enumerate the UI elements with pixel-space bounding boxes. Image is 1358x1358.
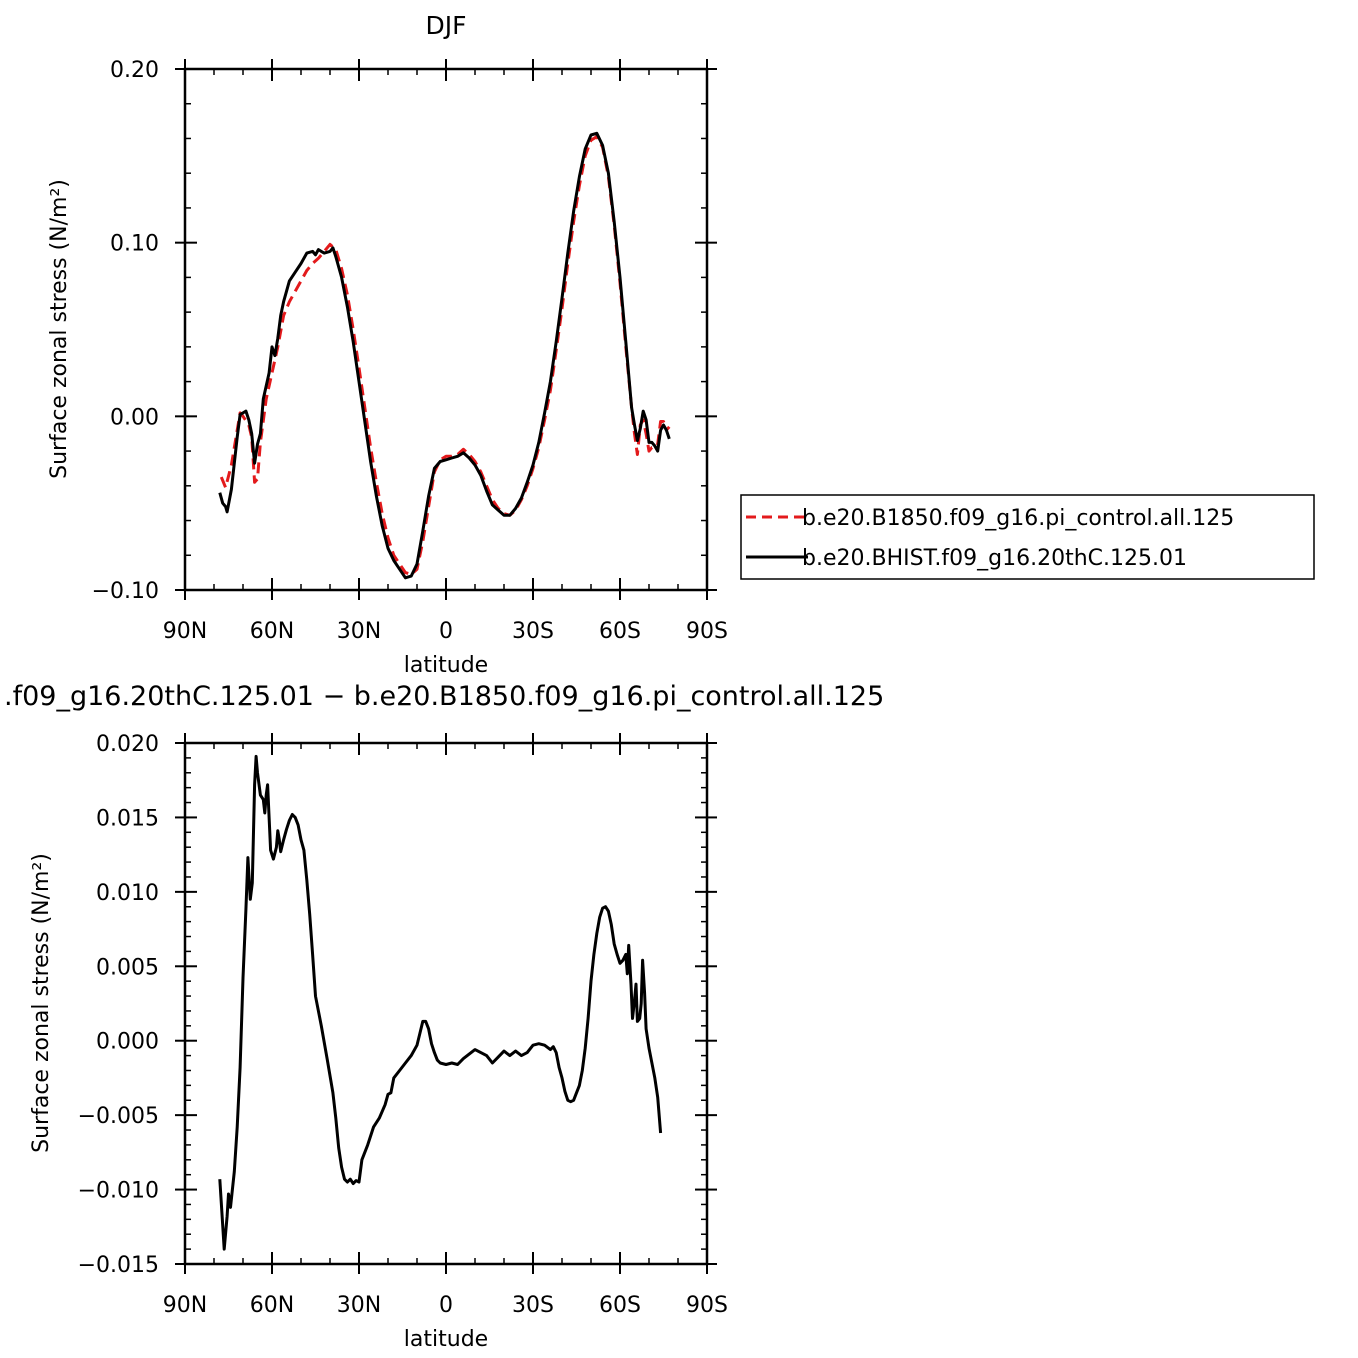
bottom-plot-frame [183,741,709,1266]
bottom-x-axis-label: latitude [404,1327,488,1352]
bottom-series-line-0 [218,754,663,1251]
bottom-panel-title: .f09_g16.20thC.125.01 − b.e20.B1850.f09_… [4,681,884,712]
top-series-line-0 [219,135,671,576]
top-x-tick-label: 0 [439,619,453,644]
bottom-x-tick-labels: 90N 60N 30N 0 30S 60S 90S [163,1293,728,1318]
top-y-tick-label: 0.10 [110,232,159,257]
bottom-x-tick-label: 30N [337,1293,381,1318]
top-y-tick-label: 0.20 [110,58,159,83]
top-x-tick-label: 60N [250,619,294,644]
bottom-y-tick-label: 0.005 [96,955,159,980]
bottom-y-tick-label: 0.020 [96,732,159,757]
bottom-series-group [218,754,663,1251]
bottom-panel: .f09_g16.20thC.125.01 − b.e20.B1850.f09_… [4,681,884,1352]
top-y-tick-label: 0.00 [110,405,159,430]
top-x-tick-label: 60S [599,619,641,644]
top-x-axis-label: latitude [404,653,488,678]
bottom-y-tick-label: −0.005 [78,1104,159,1129]
bottom-y-tick-label: 0.015 [96,806,159,831]
top-y-axis-label: Surface zonal stress (N/m²) [47,179,72,479]
bottom-x-tick-label: 60S [599,1293,641,1318]
bottom-x-tick-label: 30S [512,1293,554,1318]
bottom-x-tick-label: 60N [250,1293,294,1318]
top-panel-title: DJF [425,11,466,40]
legend-label-b1850: b.e20.B1850.f09_g16.pi_control.all.125 [802,506,1234,531]
top-tick-marks [175,59,717,600]
top-x-tick-label: 30S [512,619,554,644]
top-x-tick-label: 90S [686,619,728,644]
bottom-x-tick-label: 90N [163,1293,207,1318]
top-plot-frame [183,67,709,592]
top-series-line-1 [218,131,671,580]
bottom-y-tick-labels: −0.015 −0.010 −0.005 0.000 0.005 0.010 0.015 0.… [78,732,159,1278]
bottom-x-tick-label: 90S [686,1293,728,1318]
bottom-y-tick-label: 0.000 [96,1030,159,1055]
bottom-y-tick-label: −0.010 [78,1179,159,1204]
top-x-tick-label: 90N [163,619,207,644]
top-x-tick-label: 30N [337,619,381,644]
top-series-group [218,131,671,580]
bottom-y-axis-label: Surface zonal stress (N/m²) [29,853,54,1153]
bottom-y-tick-label: 0.010 [96,881,159,906]
top-y-tick-labels: −0.10 0.00 0.10 0.20 [92,58,159,604]
legend-box [740,494,1315,580]
bottom-y-tick-label: −0.015 [78,1253,159,1278]
top-x-tick-labels: 90N 60N 30N 0 30S 60S 90S [163,619,728,644]
legend-label-bhist: b.e20.BHIST.f09_g16.20thC.125.01 [802,546,1187,571]
legend: b.e20.B1850.f09_g16.pi_control.all.125 b… [740,494,1315,580]
top-y-tick-label: −0.10 [92,579,159,604]
bottom-x-tick-label: 0 [439,1293,453,1318]
top-panel: DJF 90N 60N 30N 0 30S 60S 90S −0.10 0.00 0.10 0.2… [47,11,728,678]
